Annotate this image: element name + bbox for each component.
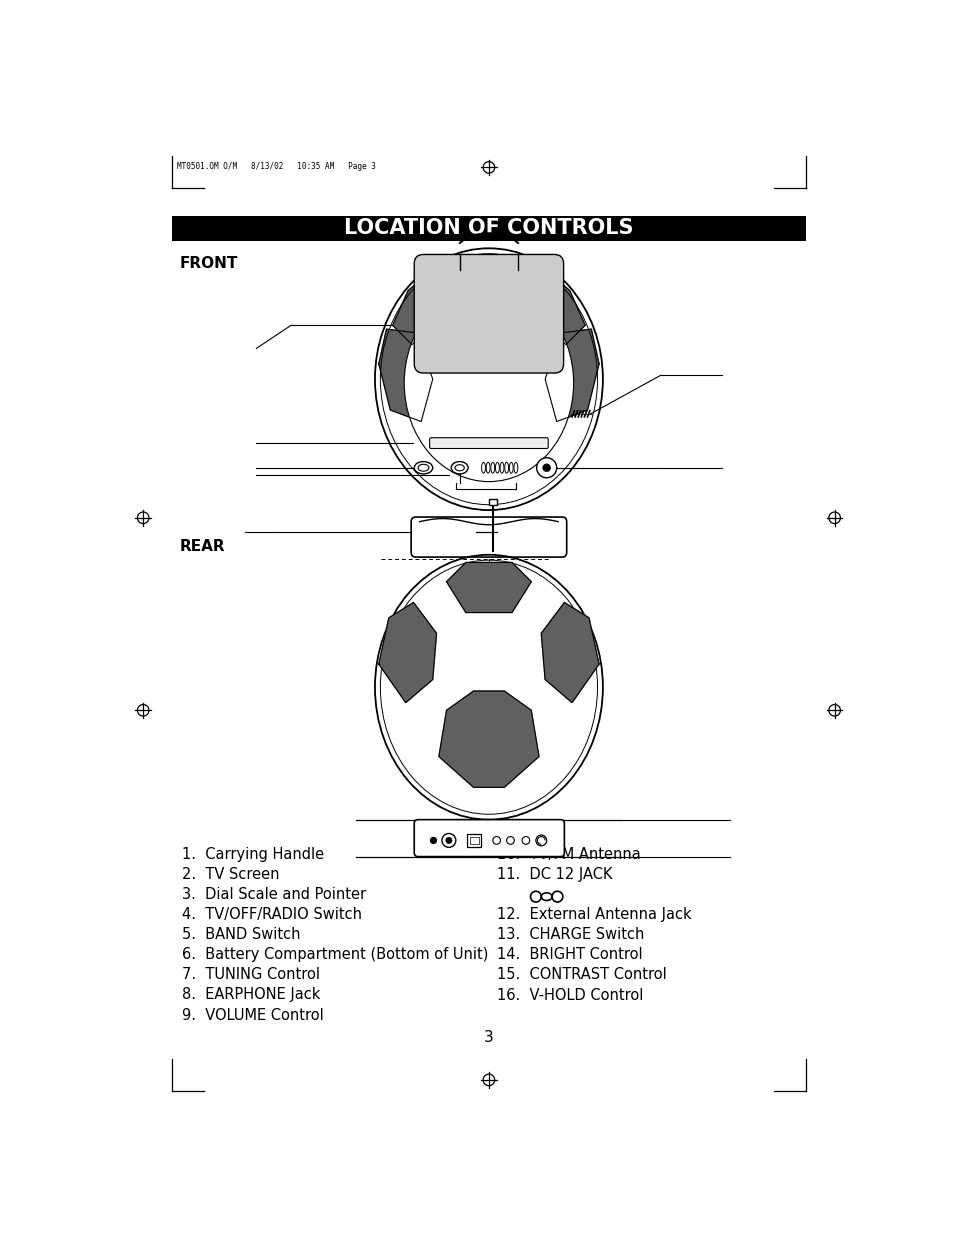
Circle shape bbox=[441, 834, 456, 847]
Circle shape bbox=[506, 836, 514, 845]
Text: 13.  CHARGE Switch: 13. CHARGE Switch bbox=[497, 927, 644, 942]
Ellipse shape bbox=[414, 462, 433, 474]
Circle shape bbox=[521, 836, 529, 845]
Circle shape bbox=[445, 837, 452, 844]
Text: 11.  DC 12 JACK: 11. DC 12 JACK bbox=[497, 867, 612, 882]
Circle shape bbox=[537, 458, 557, 478]
Text: 5.  BAND Switch: 5. BAND Switch bbox=[181, 927, 300, 942]
Ellipse shape bbox=[451, 462, 468, 474]
Ellipse shape bbox=[404, 284, 573, 482]
Text: 10.  TV/FM Antenna: 10. TV/FM Antenna bbox=[497, 847, 640, 862]
Text: LOCATION OF CONTROLS: LOCATION OF CONTROLS bbox=[344, 219, 633, 238]
Polygon shape bbox=[378, 603, 436, 703]
FancyBboxPatch shape bbox=[411, 517, 566, 557]
Text: FRONT: FRONT bbox=[179, 256, 237, 270]
Bar bbox=[172, 216, 805, 241]
Polygon shape bbox=[378, 330, 433, 421]
Text: 8.  EARPHONE Jack: 8. EARPHONE Jack bbox=[181, 988, 320, 1003]
Polygon shape bbox=[438, 692, 538, 787]
Text: 7.  TUNING Control: 7. TUNING Control bbox=[181, 967, 319, 983]
FancyBboxPatch shape bbox=[467, 835, 480, 846]
Text: MT0501.OM O/M   8/13/02   10:35 AM   Page 3: MT0501.OM O/M 8/13/02 10:35 AM Page 3 bbox=[177, 162, 375, 172]
Text: 15.  CONTRAST Control: 15. CONTRAST Control bbox=[497, 967, 666, 983]
Text: 14.  BRIGHT Control: 14. BRIGHT Control bbox=[497, 947, 642, 962]
Text: 3.  Dial Scale and Pointer: 3. Dial Scale and Pointer bbox=[181, 888, 365, 903]
Ellipse shape bbox=[509, 462, 513, 473]
Text: 4.  TV/OFF/RADIO Switch: 4. TV/OFF/RADIO Switch bbox=[181, 908, 361, 923]
Text: 9.  VOLUME Control: 9. VOLUME Control bbox=[181, 1008, 323, 1023]
Text: 3: 3 bbox=[483, 1030, 494, 1045]
Text: 6.  Battery Compartment (Bottom of Unit): 6. Battery Compartment (Bottom of Unit) bbox=[181, 947, 488, 962]
Ellipse shape bbox=[491, 462, 495, 473]
Ellipse shape bbox=[495, 462, 498, 473]
Text: 12.  External Antenna Jack: 12. External Antenna Jack bbox=[497, 908, 691, 923]
Circle shape bbox=[430, 837, 436, 844]
Polygon shape bbox=[540, 603, 598, 703]
FancyBboxPatch shape bbox=[414, 254, 563, 373]
Ellipse shape bbox=[481, 462, 485, 473]
FancyBboxPatch shape bbox=[469, 836, 478, 845]
Text: 2.  TV Screen: 2. TV Screen bbox=[181, 867, 279, 882]
Polygon shape bbox=[516, 258, 584, 345]
Circle shape bbox=[542, 464, 550, 472]
Ellipse shape bbox=[455, 464, 464, 471]
Ellipse shape bbox=[486, 462, 490, 473]
FancyBboxPatch shape bbox=[488, 499, 497, 505]
Ellipse shape bbox=[417, 464, 429, 472]
Ellipse shape bbox=[499, 462, 503, 473]
FancyBboxPatch shape bbox=[414, 820, 564, 857]
Polygon shape bbox=[393, 258, 461, 345]
Polygon shape bbox=[446, 562, 531, 613]
Polygon shape bbox=[544, 330, 598, 421]
Ellipse shape bbox=[514, 462, 517, 473]
Text: 16.  V-HOLD Control: 16. V-HOLD Control bbox=[497, 988, 643, 1003]
Text: 1.  Carrying Handle: 1. Carrying Handle bbox=[181, 847, 323, 862]
Circle shape bbox=[536, 835, 546, 846]
FancyBboxPatch shape bbox=[429, 437, 548, 448]
Ellipse shape bbox=[504, 462, 508, 473]
Circle shape bbox=[493, 836, 500, 845]
Text: REAR: REAR bbox=[179, 540, 225, 555]
